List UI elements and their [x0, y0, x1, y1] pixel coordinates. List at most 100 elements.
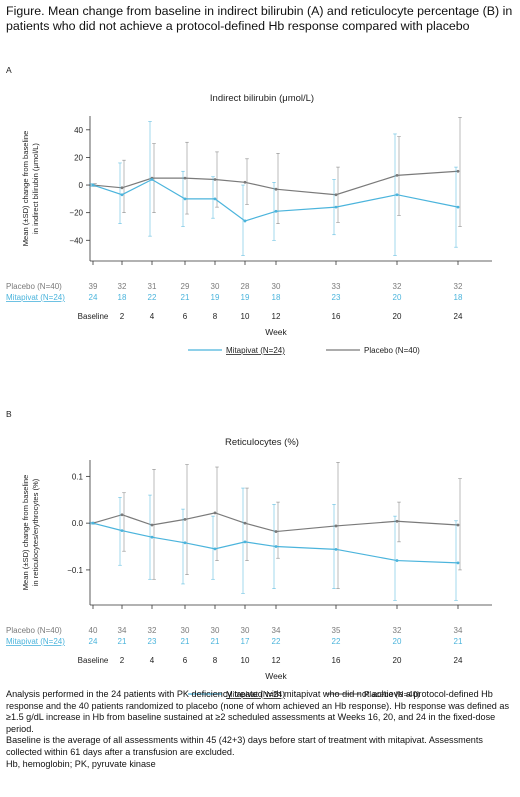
panel-a-x-tick-label: 8: [213, 312, 218, 321]
panel-a-y-axis-label-line-1: Mean (±SD) change from baseline: [21, 131, 30, 247]
panel-b-placebo-point: [120, 513, 124, 517]
panel-a-n-count-placebo: 30: [272, 282, 281, 291]
panel-a-y-axis-label-line-2: in indirect bilirubin (μmol/L): [31, 143, 40, 234]
panel-b-x-tick-label: 16: [332, 656, 341, 665]
panel-b-n-count-mitapivat: 17: [241, 637, 250, 646]
panel-a-mitapivat-point: [274, 209, 278, 213]
panel-b-n-count-placebo: 30: [181, 626, 190, 635]
panel-a-y-tick-label: 40: [74, 126, 83, 135]
panel-a-placebo-point: [183, 176, 187, 180]
panel-b-placebo-point: [150, 523, 154, 527]
panel-b-n-row-label-placebo: Placebo (N=40): [6, 626, 62, 635]
panel-b-mitapivat-point: [91, 521, 95, 525]
panel-b-y-axis-label-line-1: Mean (±SD) change from baseline: [21, 475, 30, 591]
panel-a-y-tick-label: 0: [79, 181, 84, 190]
panel-b-n-count-placebo: 32: [393, 626, 402, 635]
panel-a-n-count-mitapivat: 18: [118, 293, 127, 302]
panel-b-n-count-placebo: 30: [241, 626, 250, 635]
panel-a-n-count-mitapivat: 18: [454, 293, 463, 302]
panel-b-n-count-mitapivat: 22: [332, 637, 341, 646]
panel-a-n-row-label-mitapivat: Mitapivat (N=24): [6, 293, 65, 302]
panel-a-n-count-placebo: 33: [332, 282, 341, 291]
panel-a-y-tick-label: −20: [69, 209, 83, 218]
panel-b-mitapivat-point: [334, 547, 338, 551]
panel-a-n-count-mitapivat: 22: [148, 293, 157, 302]
panel-b-placebo-point: [213, 511, 217, 515]
footnote-abbreviations: Hb, hemoglobin; PK, pyruvate kinase: [6, 758, 156, 769]
panel-b-x-tick-label: 10: [241, 656, 250, 665]
panel-a-x-tick-label: 4: [150, 312, 155, 321]
footnote-baseline: Baseline is the average of all assessmen…: [6, 735, 483, 757]
panel-a-y-tick-label: 20: [74, 153, 83, 162]
panel-a-n-row-label-placebo: Placebo (N=40): [6, 282, 62, 291]
panel-b-n-count-mitapivat: 20: [393, 637, 402, 646]
panel-a-n-count-placebo: 28: [241, 282, 250, 291]
panel-b-placebo-point: [274, 530, 278, 533]
panel-a-n-count-placebo: 32: [393, 282, 402, 291]
panel-a-legend-label-mitapivat: Mitapivat (N=24): [226, 346, 285, 355]
panel-b-mitapivat-point: [120, 529, 124, 533]
panel-a-n-count-placebo: 32: [118, 282, 127, 291]
chart-panel-b: B Reticulocytes (%) −0.1 0.0 0.1 Mean (±SD) c…: [6, 409, 492, 699]
panel-a-n-count-mitapivat: 19: [241, 293, 250, 302]
panel-b-legend-label-mitapivat: Mitapivat (N=24): [226, 690, 285, 699]
panel-b-placebo-line: [92, 512, 459, 533]
panel-a-x-tick-label: 6: [183, 312, 188, 321]
panel-a-x-tick-label: 24: [454, 312, 463, 321]
panel-a-y-tick-label: −40: [69, 236, 83, 245]
panel-a-n-count-placebo: 32: [454, 282, 463, 291]
panel-a-x-tick-label: 12: [272, 312, 281, 321]
panel-b-mitapivat-point: [456, 561, 460, 565]
panel-b-mitapivat-point: [274, 545, 278, 548]
panel-b-mitapivat-point: [183, 541, 187, 545]
panel-b-n-count-mitapivat: 21: [181, 637, 190, 646]
panel-b-x-tick-label: Baseline: [78, 656, 109, 665]
panel-a-placebo-point: [243, 180, 247, 184]
panel-b-n-count-placebo: 34: [454, 626, 463, 635]
panel-b-x-tick-label: 12: [272, 656, 281, 665]
panel-b-n-count-placebo: 35: [332, 626, 341, 635]
panel-a-mitapivat-point: [91, 183, 95, 187]
panel-b-y-axis-label-line-2: in reticulocytes/erythrocytes (%): [31, 478, 40, 586]
footnotes: Analysis performed in the 24 patients wi…: [6, 689, 518, 770]
panel-b-n-count-mitapivat: 23: [148, 637, 157, 646]
panel-b-y-tick-label: −0.1: [67, 566, 83, 575]
panel-b-n-count-placebo: 40: [89, 626, 98, 635]
panel-a-mitapivat-point: [456, 205, 460, 209]
panel-b-placebo-point: [183, 518, 187, 521]
figure-title: Figure. Mean change from baseline in ind…: [6, 4, 513, 33]
panel-b-mitapivat-line: [92, 522, 459, 564]
panel-b-n-count-mitapivat: 21: [454, 637, 463, 646]
panel-b-mitapivat-point: [395, 559, 399, 562]
panel-b-x-tick-label: 24: [454, 656, 463, 665]
panel-b-chart-title: Reticulocytes (%): [225, 437, 299, 448]
panel-a-mitapivat-point: [213, 197, 217, 201]
panel-a-n-count-mitapivat: 19: [211, 293, 220, 302]
panel-b-n-count-mitapivat: 21: [118, 637, 127, 646]
panel-b-n-row-label-mitapivat: Mitapivat (N=24): [6, 637, 65, 646]
panel-a-mitapivat-point: [150, 178, 154, 181]
panel-b-legend-label-placebo: Placebo (N=40): [364, 690, 420, 699]
panel-a-n-count-placebo: 39: [89, 282, 98, 291]
panel-a-x-tick-label: 20: [393, 312, 402, 321]
panel-b-y-tick-label: 0.1: [72, 472, 84, 481]
panel-b-n-count-placebo: 32: [148, 626, 157, 635]
panel-a-x-tick-label: 2: [120, 312, 125, 321]
panel-b-n-count-placebo: 34: [118, 626, 127, 635]
panel-b-y-tick-label: 0.0: [72, 519, 84, 528]
panel-b-n-count-mitapivat: 21: [211, 637, 220, 646]
panel-b-x-tick-label: 4: [150, 656, 155, 665]
footnote-analysis: Analysis performed in the 24 patients wi…: [6, 689, 509, 734]
panel-b-x-tick-label: 2: [120, 656, 125, 665]
panel-a-placebo-point: [334, 193, 338, 197]
panel-a-placebo-point: [120, 186, 124, 190]
panel-b-mitapivat-point: [150, 535, 154, 539]
panel-a-x-tick-label: 10: [241, 312, 250, 321]
panel-a-legend-label-placebo: Placebo (N=40): [364, 346, 420, 355]
panel-a-x-tick-label: Baseline: [78, 312, 109, 321]
panel-b-mitapivat-point: [213, 547, 217, 551]
chart-panel-a: A Indirect bilirubin (μmol/L) −40 −20 0 20 40 M…: [6, 65, 492, 355]
panel-a-x-axis-label: Week: [265, 327, 287, 337]
panel-b-placebo-point: [395, 519, 399, 523]
panel-b-x-tick-label: 6: [183, 656, 188, 665]
